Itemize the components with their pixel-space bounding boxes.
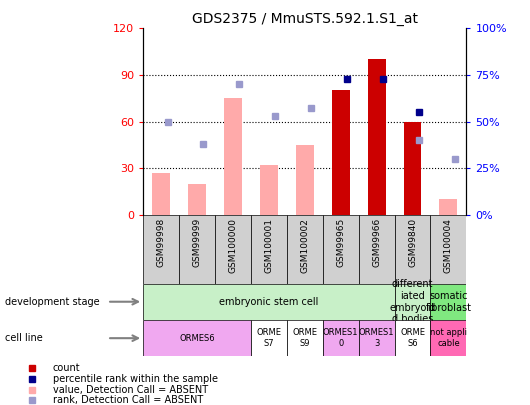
Bar: [143, 215, 179, 284]
Text: GSM100002: GSM100002: [301, 218, 309, 273]
Text: development stage: development stage: [5, 297, 100, 307]
Text: value, Detection Call = ABSENT: value, Detection Call = ABSENT: [52, 385, 208, 394]
Bar: [359, 320, 394, 356]
Text: GSM99840: GSM99840: [408, 218, 417, 267]
Text: GSM100004: GSM100004: [444, 218, 453, 273]
Text: ORMES6: ORMES6: [179, 334, 215, 343]
Bar: [143, 320, 251, 356]
Bar: [251, 215, 287, 284]
Bar: [260, 165, 278, 215]
Bar: [287, 320, 323, 356]
Bar: [152, 173, 170, 215]
Text: count: count: [52, 363, 80, 373]
Text: ORME
S7: ORME S7: [257, 328, 281, 348]
Bar: [179, 215, 215, 284]
Bar: [359, 215, 394, 284]
Bar: [251, 320, 287, 356]
Text: percentile rank within the sample: percentile rank within the sample: [52, 374, 217, 384]
Bar: [403, 122, 421, 215]
Text: not appli
cable: not appli cable: [430, 328, 467, 348]
Text: ORME
S6: ORME S6: [400, 328, 425, 348]
Text: GSM99999: GSM99999: [192, 218, 201, 267]
Text: ORMES1
0: ORMES1 0: [323, 328, 358, 348]
Text: GSM99998: GSM99998: [156, 218, 165, 267]
Text: rank, Detection Call = ABSENT: rank, Detection Call = ABSENT: [52, 395, 203, 405]
Text: cell line: cell line: [5, 333, 43, 343]
Bar: [215, 215, 251, 284]
Text: GSM100000: GSM100000: [228, 218, 237, 273]
Bar: [323, 320, 359, 356]
Bar: [188, 183, 206, 215]
Bar: [332, 90, 350, 215]
Bar: [394, 284, 430, 320]
Bar: [368, 60, 385, 215]
Bar: [430, 320, 466, 356]
Title: GDS2375 / MmuSTS.592.1.S1_at: GDS2375 / MmuSTS.592.1.S1_at: [192, 12, 418, 26]
Text: embryonic stem cell: embryonic stem cell: [219, 297, 319, 307]
Text: somatic
fibroblast: somatic fibroblast: [426, 291, 472, 313]
Bar: [296, 145, 314, 215]
Bar: [439, 199, 457, 215]
Text: different
iated
embryoid
d bodies: different iated embryoid d bodies: [390, 279, 436, 324]
Bar: [430, 284, 466, 320]
Text: GSM100001: GSM100001: [264, 218, 273, 273]
Text: GSM99965: GSM99965: [336, 218, 345, 267]
Text: ORME
S9: ORME S9: [292, 328, 317, 348]
Bar: [287, 215, 323, 284]
Bar: [143, 284, 394, 320]
Bar: [323, 215, 359, 284]
Bar: [430, 215, 466, 284]
Bar: [394, 320, 430, 356]
Bar: [224, 98, 242, 215]
Text: ORMES1
3: ORMES1 3: [359, 328, 394, 348]
Bar: [394, 215, 430, 284]
Text: GSM99966: GSM99966: [372, 218, 381, 267]
